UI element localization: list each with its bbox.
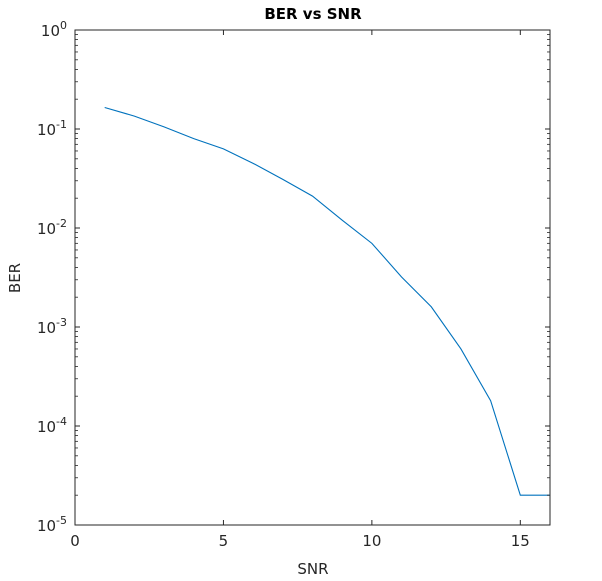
- chart-title: BER vs SNR: [264, 5, 362, 23]
- series-line-0: [104, 106, 550, 496]
- y-tick-label: 10-1: [37, 118, 67, 139]
- x-tick-label: 0: [70, 532, 80, 550]
- y-tick-label: 10-4: [37, 415, 67, 436]
- x-tick-label: 10: [362, 532, 381, 550]
- y-tick-label: 10-3: [37, 316, 67, 337]
- y-tick-label: 10-2: [37, 217, 67, 238]
- x-axis-ticks: 0 5 10 15: [70, 30, 530, 550]
- x-axis-label: SNR: [297, 560, 328, 578]
- y-axis-label: BER: [6, 263, 24, 293]
- plot-area: [74, 29, 551, 526]
- x-tick-label: 15: [511, 532, 530, 550]
- y-tick-label: 100: [41, 19, 67, 40]
- y-tick-label: 10-5: [37, 514, 67, 535]
- series-layer: [104, 106, 550, 496]
- x-tick-label: 5: [219, 532, 229, 550]
- plot-frame: [74, 29, 551, 526]
- y-axis-ticks: 100 10-1 10-2 10-3 10-4 10-5: [37, 19, 550, 535]
